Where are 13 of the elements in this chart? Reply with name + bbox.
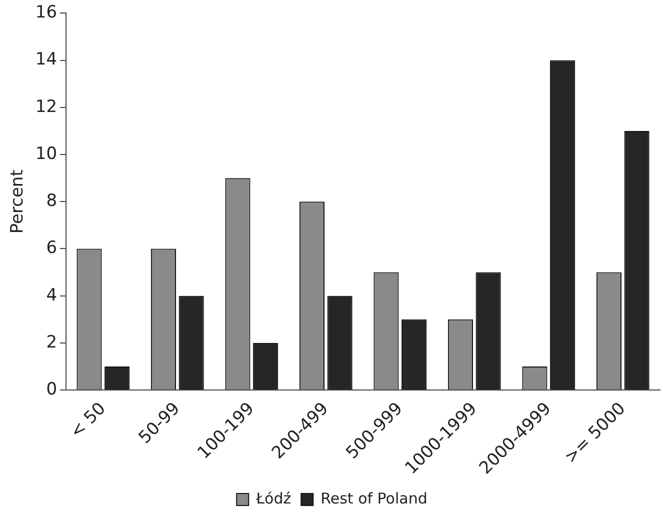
- y-tick-label: 4: [46, 285, 58, 306]
- y-tick-label: 12: [35, 96, 58, 117]
- y-axis-title: Percent: [8, 169, 28, 234]
- y-tick-label: 10: [35, 144, 58, 164]
- y-tick-label: 16: [35, 2, 58, 23]
- legend-label: Rest of Poland: [320, 489, 428, 508]
- y-tick-label: 0: [46, 379, 58, 400]
- y-tick-label: 8: [46, 191, 58, 212]
- legend-label: Łódź: [255, 489, 292, 508]
- y-tick-label: 6: [46, 238, 58, 258]
- y-tick-label: 2: [46, 332, 58, 352]
- y-tick-label: 14: [35, 50, 58, 70]
- x-tick-label: < 50: [66, 398, 110, 442]
